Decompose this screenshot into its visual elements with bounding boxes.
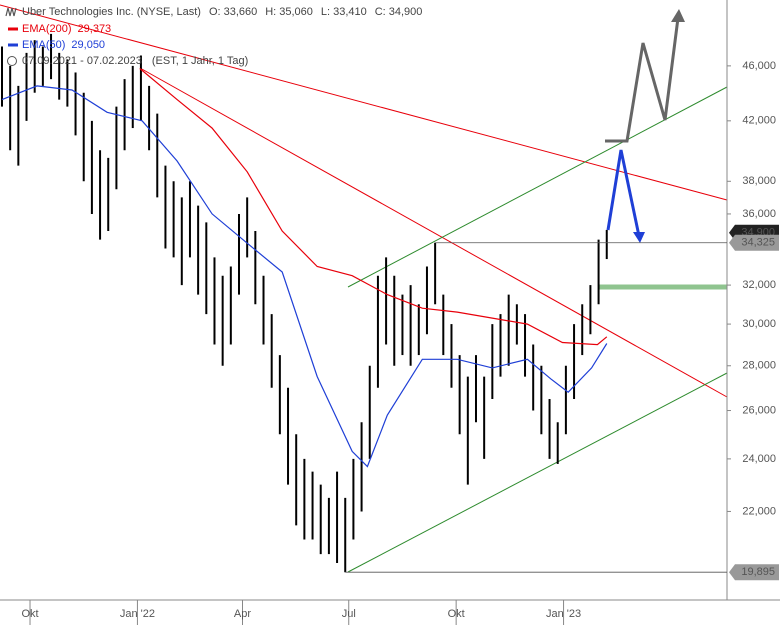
arrow-head [671,9,685,22]
chart-title: Uber Technologies Inc. (NYSE, Last) O: 33,… [22,6,422,18]
legend-entry: EMA(50) 29,050 [22,39,105,51]
x-tick-label: Okt [21,608,38,620]
channel-line [347,86,728,288]
price-badge [729,234,779,251]
price-badge [729,564,779,581]
x-tick-label: Jan '23 [546,608,581,620]
period-range: 07.09.2021 - 07.02.2023 [22,55,142,67]
quote-value: 33,660 [224,6,258,18]
ema-line [139,68,608,346]
price-badge-label: 34,325 [741,237,775,249]
ema-line [1,85,608,468]
x-tick-label: Okt [448,608,465,620]
y-tick-label: 46,000 [742,60,776,72]
trend-line [0,4,728,201]
scenario-arrow [605,17,680,143]
price-badge-label: 19,895 [741,566,775,578]
quote-name: L: [321,6,330,18]
channel-line [347,372,728,573]
x-tick-label: Apr [234,608,251,620]
quote-name: O: [209,6,221,18]
logo [5,7,17,17]
legend-name: EMA(200) [22,23,72,35]
quote-name: C: [375,6,386,18]
y-tick-label: 36,000 [742,208,776,220]
y-tick-label: 28,000 [742,360,776,372]
x-tick-label: Jul [342,608,356,620]
quote-value: 35,060 [279,6,313,18]
period-note: (EST, 1 Jahr, 1 Tag) [152,55,248,67]
y-tick-label: 22,000 [742,505,776,517]
y-tick-label: 26,000 [742,404,776,416]
x-tick-label: Jan '22 [120,608,155,620]
y-tick-label: 30,000 [742,318,776,330]
legend-name: EMA(50) [22,39,65,51]
drawings [0,4,728,573]
y-tick-label: 32,000 [742,279,776,291]
legend-value: 29,373 [78,23,112,35]
legend-value: 29,050 [71,39,105,51]
quote-value: 33,410 [333,6,367,18]
title: Uber Technologies Inc. (NYSE, Last) [22,6,201,18]
y-tick-label: 42,000 [742,115,776,127]
scenario-arrow [606,149,641,237]
arrow-head [633,232,645,243]
quote-name: H: [265,6,276,18]
period: 07.09.2021 - 07.02.2023 (EST, 1 Jahr, 1 T… [22,55,248,67]
y-tick-label: 24,000 [742,453,776,465]
clock-icon [7,56,17,66]
legend-entry: EMA(200) 29,373 [22,23,111,35]
y-tick-label: 38,000 [742,175,776,187]
quote-value: 34,900 [389,6,423,18]
trend-line [139,67,728,398]
